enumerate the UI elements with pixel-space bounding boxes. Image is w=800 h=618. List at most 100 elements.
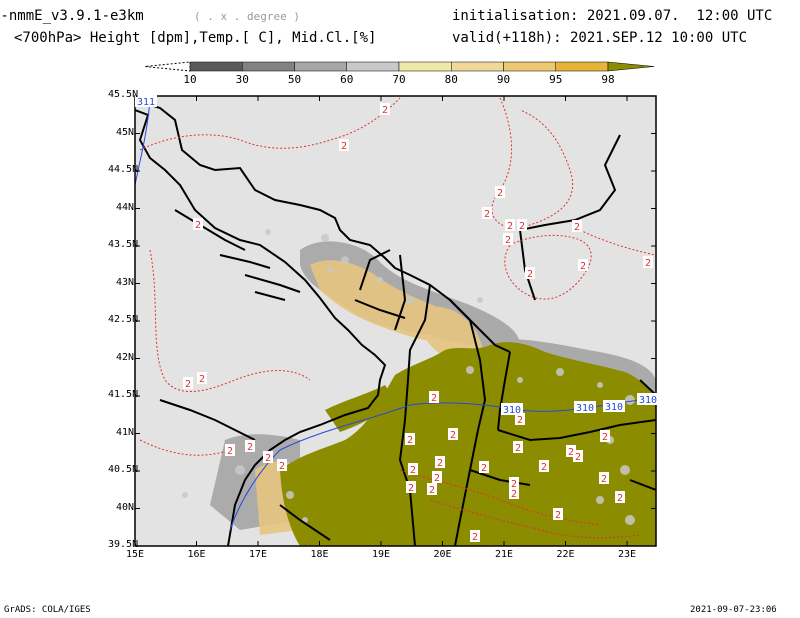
temp-contour-label: 2 (601, 474, 607, 485)
latitude-label: 41N (115, 426, 134, 438)
temp-contour-label: 2 (472, 532, 478, 543)
temp-label-bg (277, 459, 287, 471)
valid-time: valid(+118h): 2021.SEP.12 10:00 UTC (452, 30, 748, 46)
temp-label-bg (517, 219, 527, 231)
latitude-label: 39.5N (108, 539, 139, 550)
temp-label-bg (513, 441, 523, 453)
cloud-speckle (182, 229, 635, 525)
latitude-label: 44N (115, 201, 134, 213)
credit-text: GrADS: COLA/IGES (4, 605, 91, 615)
temp-contour-label: 2 (484, 209, 490, 220)
temp-contour-label: 2 (511, 489, 517, 500)
colorbar-label: 95 (549, 73, 563, 86)
temp-label-bg (479, 461, 489, 473)
temp-label-bg (509, 477, 519, 489)
longitude-label: 16E (187, 549, 206, 560)
temp-label-bg (482, 207, 492, 219)
longitude-label: 23E (617, 549, 637, 560)
height-label-bg (574, 401, 596, 413)
grid-resolution: ( . x . degree ) (194, 10, 300, 23)
temp-label-bg (193, 218, 203, 230)
temp-label-bg (515, 413, 525, 425)
temp-contour-label: 2 (507, 221, 513, 232)
temp-label-bg (405, 433, 415, 445)
temp-contour-label: 2 (541, 462, 547, 473)
longitude-label: 20E (433, 549, 452, 560)
temp-contour-label: 2 (519, 221, 525, 232)
temp-contour-label: 2 (575, 452, 581, 463)
temp-contour-label: 2 (265, 453, 271, 464)
temp-label-bg (495, 186, 505, 198)
temp-contour-label: 2 (195, 220, 201, 231)
height-label-bg (603, 400, 625, 412)
temp-label-bg (408, 463, 418, 475)
temp-label-bg (245, 440, 255, 452)
temp-label-bg (435, 456, 445, 468)
temp-label-bg (432, 471, 442, 483)
temp-contour-label: 2 (199, 374, 205, 385)
longitude-label: 15E (125, 549, 145, 560)
temp-contour-label: 2 (434, 473, 440, 484)
temp-label-bg (448, 428, 458, 440)
temp-contour-label: 2 (574, 222, 580, 233)
longitude-label: 18E (310, 549, 329, 560)
temp-label-bg (406, 481, 416, 493)
latitude-label: 43.5N (108, 239, 139, 250)
temp-contour-label: 2 (247, 442, 253, 453)
temp-contour-label: 2 (408, 483, 414, 494)
temp-contour-label: 2 (279, 461, 285, 472)
temp-label-bg (197, 372, 207, 384)
temp-contour-label: 2 (227, 446, 233, 457)
temp-contour-label: 2 (410, 465, 416, 476)
latitude-label: 40N (115, 501, 134, 513)
temp-label-bg (553, 508, 563, 520)
height-label-bg (637, 393, 659, 405)
latitude-label: 45.5N (108, 89, 139, 100)
temp-contour-label: 2 (450, 430, 456, 441)
temp-label-bg (599, 472, 609, 484)
colorbar-right-arrow (607, 61, 655, 72)
model-title: F-nmmE_v3.9.1-e3km (0, 8, 144, 24)
colorbar-label: 98 (601, 73, 615, 86)
temp-contour-label: 2 (185, 379, 191, 390)
temp-contour-label: 2 (527, 269, 533, 280)
colorbar-label: 70 (392, 73, 406, 86)
temp-label-bg (225, 444, 235, 456)
height-contour-label: 310 (503, 405, 521, 416)
temp-contour-label: 2 (555, 510, 561, 521)
temp-contour-label: 2 (431, 393, 437, 404)
latitude-label: 42.5N (108, 314, 139, 325)
temp-label-bg (470, 530, 480, 542)
longitude-label: 22E (556, 549, 575, 560)
colorbar-label: 60 (340, 73, 354, 86)
temp-label-bg (600, 430, 610, 442)
temp-contour-label: 2 (437, 458, 443, 469)
init-time: initialisation: 2021.09.07. 12:00 UTC (452, 8, 773, 24)
temp-label-bg (509, 487, 519, 499)
longitude-label: 19E (371, 549, 391, 560)
temp-contour-label: 2 (517, 415, 523, 426)
latitude-label: 41.5N (108, 389, 139, 400)
latitude-label: 44.5N (108, 164, 139, 175)
height-label-bg (501, 403, 523, 415)
temp-contour-label: 2 (505, 235, 511, 246)
temp-contour-label: 2 (511, 479, 517, 490)
temp-contour-label: 2 (481, 463, 487, 474)
temp-label-bg (573, 450, 583, 462)
height-contours (135, 97, 656, 531)
temp-contour-label: 2 (515, 443, 521, 454)
temp-label-bg (263, 451, 273, 463)
height-contour-label: 310 (639, 395, 657, 406)
colorbar (144, 61, 655, 72)
colorbar-label: 30 (235, 73, 249, 86)
temp-contour-label: 2 (407, 435, 413, 446)
longitude-label: 21E (494, 549, 514, 560)
temp-label-bg (505, 219, 515, 231)
temp-contour-label: 2 (580, 261, 586, 272)
temp-contour-label: 2 (497, 188, 503, 199)
latitude-label: 40.5N (108, 464, 139, 475)
temp-label-bg (380, 103, 390, 115)
temp-label-bg (539, 460, 549, 472)
